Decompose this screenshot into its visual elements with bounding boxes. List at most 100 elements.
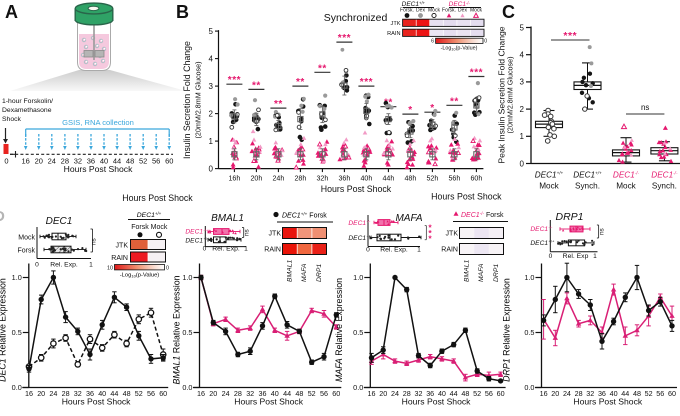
svg-text:DEC1: DEC1 <box>46 216 73 227</box>
svg-text:36: 36 <box>87 157 95 166</box>
svg-text:*: * <box>408 105 412 116</box>
svg-text:16: 16 <box>197 389 205 398</box>
svg-text:28: 28 <box>61 157 69 166</box>
svg-text:24: 24 <box>563 389 571 398</box>
svg-text:52: 52 <box>139 157 147 166</box>
svg-text:Hours Post Shock: Hours Post Shock <box>573 397 642 407</box>
svg-text:JTK: JTK <box>116 243 129 250</box>
svg-text:0.0: 0.0 <box>12 383 22 392</box>
svg-text:56: 56 <box>152 157 160 166</box>
svg-text:0: 0 <box>203 246 207 253</box>
svg-text:28: 28 <box>234 389 242 398</box>
svg-text:Hours Post Shock: Hours Post Shock <box>321 184 392 194</box>
svg-text:Forsk: Forsk <box>18 248 36 255</box>
svg-text:BMAL1: BMAL1 <box>211 213 244 224</box>
svg-text:1.0: 1.0 <box>524 273 534 282</box>
svg-text:20: 20 <box>37 389 45 398</box>
svg-text:DEC1: DEC1 <box>185 238 203 245</box>
svg-text:A: A <box>5 2 18 22</box>
svg-text:4: 4 <box>520 51 525 60</box>
svg-text:DEC1+/+: DEC1+/+ <box>535 171 564 180</box>
svg-text:**: ** <box>274 99 283 110</box>
svg-text:60: 60 <box>159 389 167 398</box>
svg-text:36: 36 <box>86 389 94 398</box>
svg-text:BMAL1 Relative Expression: BMAL1 Relative Expression <box>172 275 182 384</box>
svg-text:16: 16 <box>25 389 33 398</box>
svg-text:56: 56 <box>485 389 493 398</box>
svg-text:Hours Post Shock: Hours Post Shock <box>62 397 131 407</box>
svg-text:DEC1-/- Forsk: DEC1-/- Forsk <box>461 211 504 219</box>
svg-text:Dexamethasone: Dexamethasone <box>2 107 52 114</box>
svg-text:0: 0 <box>484 39 487 45</box>
svg-text:MAFA: MAFA <box>478 263 485 282</box>
svg-text:56: 56 <box>147 389 155 398</box>
svg-text:44: 44 <box>621 389 629 398</box>
svg-text:0: 0 <box>166 266 169 272</box>
svg-text:1: 1 <box>89 262 93 269</box>
svg-text:ns: ns <box>244 229 251 236</box>
svg-text:Shock: Shock <box>2 116 21 123</box>
svg-text:40: 40 <box>98 389 106 398</box>
svg-text:0.5: 0.5 <box>12 328 22 337</box>
svg-text:Rel. Exp.: Rel. Exp. <box>50 262 78 269</box>
svg-text:36h: 36h <box>338 175 350 183</box>
svg-text:DEC1: DEC1 <box>449 1 467 8</box>
svg-text:24: 24 <box>48 157 56 166</box>
svg-text:DRP1 Relative Expression: DRP1 Relative Expression <box>502 278 512 382</box>
svg-text:60: 60 <box>332 389 340 398</box>
svg-text:28: 28 <box>403 389 411 398</box>
svg-text:52: 52 <box>308 389 316 398</box>
svg-text:44: 44 <box>113 157 121 166</box>
svg-text:48: 48 <box>126 157 134 166</box>
svg-text:2: 2 <box>520 105 525 114</box>
svg-text:32: 32 <box>74 157 82 166</box>
svg-text:16: 16 <box>368 389 376 398</box>
svg-text:-Log10(p-Value): -Log10(p-Value) <box>441 46 478 52</box>
svg-text:1: 1 <box>520 132 525 141</box>
svg-text:ns: ns <box>641 103 649 112</box>
svg-text:1: 1 <box>209 137 214 146</box>
svg-text:1.0: 1.0 <box>12 273 22 282</box>
svg-text:1.0: 1.0 <box>182 273 192 282</box>
svg-text:Mock: Mock <box>428 8 440 14</box>
svg-text:Peak Insulin Secretion Fold Ch: Peak Insulin Secretion Fold Change <box>497 26 507 163</box>
svg-text:**: ** <box>296 77 305 88</box>
svg-text:ns: ns <box>599 228 606 235</box>
svg-text:20: 20 <box>551 389 559 398</box>
svg-text:44: 44 <box>283 389 291 398</box>
svg-text:52: 52 <box>135 389 143 398</box>
svg-text:56: 56 <box>656 389 664 398</box>
svg-text:DRP1: DRP1 <box>555 211 583 223</box>
svg-text:DEC1: DEC1 <box>348 220 366 227</box>
svg-text:24: 24 <box>222 389 230 398</box>
svg-text:Hours Post Shock: Hours Post Shock <box>234 397 303 407</box>
svg-text:***: *** <box>360 77 373 88</box>
svg-text:0: 0 <box>520 159 525 168</box>
svg-text:-Log10(p-Value): -Log10(p-Value) <box>120 273 160 279</box>
svg-text:MAFA Relative Expression: MAFA Relative Expression <box>334 278 344 382</box>
svg-text:Rel. Exp: Rel. Exp <box>563 253 589 260</box>
svg-text:1: 1 <box>244 246 248 253</box>
svg-text:**: ** <box>252 80 261 91</box>
svg-text:BMAL1: BMAL1 <box>287 259 294 282</box>
svg-text:ns: ns <box>91 238 98 245</box>
svg-text:JTK: JTK <box>446 231 459 238</box>
svg-text:+/+: +/+ <box>419 1 426 6</box>
svg-text:60h: 60h <box>470 175 482 183</box>
svg-text:GSIS, RNA collection: GSIS, RNA collection <box>62 118 134 127</box>
svg-text:0: 0 <box>549 253 553 260</box>
svg-text:48: 48 <box>461 389 469 398</box>
svg-text:0.0: 0.0 <box>353 383 363 392</box>
svg-text:60: 60 <box>497 389 505 398</box>
svg-text:10: 10 <box>107 266 113 272</box>
svg-text:3: 3 <box>520 78 525 87</box>
svg-text:Hours Post Shock: Hours Post Shock <box>122 193 193 203</box>
svg-text:DEC1 Relative Expression: DEC1 Relative Expression <box>0 278 8 382</box>
svg-text:***: *** <box>470 67 483 78</box>
svg-text:0.5: 0.5 <box>353 328 363 337</box>
svg-text:Forsk.: Forsk. <box>400 8 414 14</box>
svg-text:Dex: Dex <box>416 8 425 14</box>
svg-text:20: 20 <box>35 157 43 166</box>
svg-text:20h: 20h <box>250 175 262 183</box>
svg-text:Mock: Mock <box>616 182 636 191</box>
